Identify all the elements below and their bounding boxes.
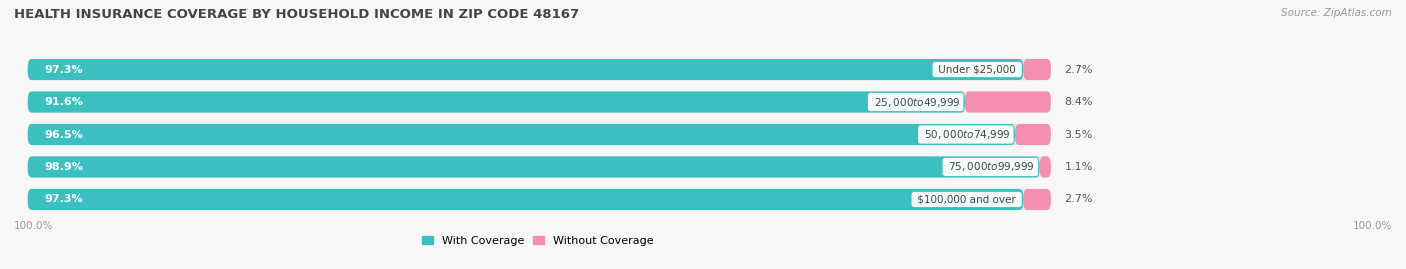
Text: 3.5%: 3.5% — [1064, 129, 1092, 140]
Text: 100.0%: 100.0% — [14, 221, 53, 231]
Text: 97.3%: 97.3% — [44, 194, 83, 204]
Text: 91.6%: 91.6% — [44, 97, 83, 107]
FancyBboxPatch shape — [28, 157, 1039, 178]
Text: 2.7%: 2.7% — [1064, 194, 1092, 204]
Text: 2.7%: 2.7% — [1064, 65, 1092, 75]
Legend: With Coverage, Without Coverage: With Coverage, Without Coverage — [422, 236, 654, 246]
FancyBboxPatch shape — [28, 91, 1050, 112]
FancyBboxPatch shape — [28, 157, 1050, 178]
FancyBboxPatch shape — [1039, 157, 1050, 178]
Text: $75,000 to $99,999: $75,000 to $99,999 — [945, 161, 1036, 174]
Text: 1.1%: 1.1% — [1064, 162, 1092, 172]
FancyBboxPatch shape — [1015, 124, 1050, 145]
FancyBboxPatch shape — [28, 91, 965, 112]
FancyBboxPatch shape — [1024, 189, 1050, 210]
Text: Source: ZipAtlas.com: Source: ZipAtlas.com — [1281, 8, 1392, 18]
Text: Under $25,000: Under $25,000 — [935, 65, 1019, 75]
FancyBboxPatch shape — [28, 59, 1050, 80]
FancyBboxPatch shape — [1024, 59, 1050, 80]
FancyBboxPatch shape — [28, 59, 1024, 80]
Text: 96.5%: 96.5% — [44, 129, 83, 140]
Text: $50,000 to $74,999: $50,000 to $74,999 — [921, 128, 1011, 141]
Text: 98.9%: 98.9% — [44, 162, 83, 172]
Text: 97.3%: 97.3% — [44, 65, 83, 75]
FancyBboxPatch shape — [965, 91, 1050, 112]
FancyBboxPatch shape — [28, 124, 1015, 145]
FancyBboxPatch shape — [28, 189, 1024, 210]
FancyBboxPatch shape — [28, 124, 1050, 145]
Text: 8.4%: 8.4% — [1064, 97, 1092, 107]
FancyBboxPatch shape — [28, 189, 1050, 210]
Text: $100,000 and over: $100,000 and over — [914, 194, 1019, 204]
Text: HEALTH INSURANCE COVERAGE BY HOUSEHOLD INCOME IN ZIP CODE 48167: HEALTH INSURANCE COVERAGE BY HOUSEHOLD I… — [14, 8, 579, 21]
Text: 100.0%: 100.0% — [1353, 221, 1392, 231]
Text: $25,000 to $49,999: $25,000 to $49,999 — [870, 95, 960, 108]
